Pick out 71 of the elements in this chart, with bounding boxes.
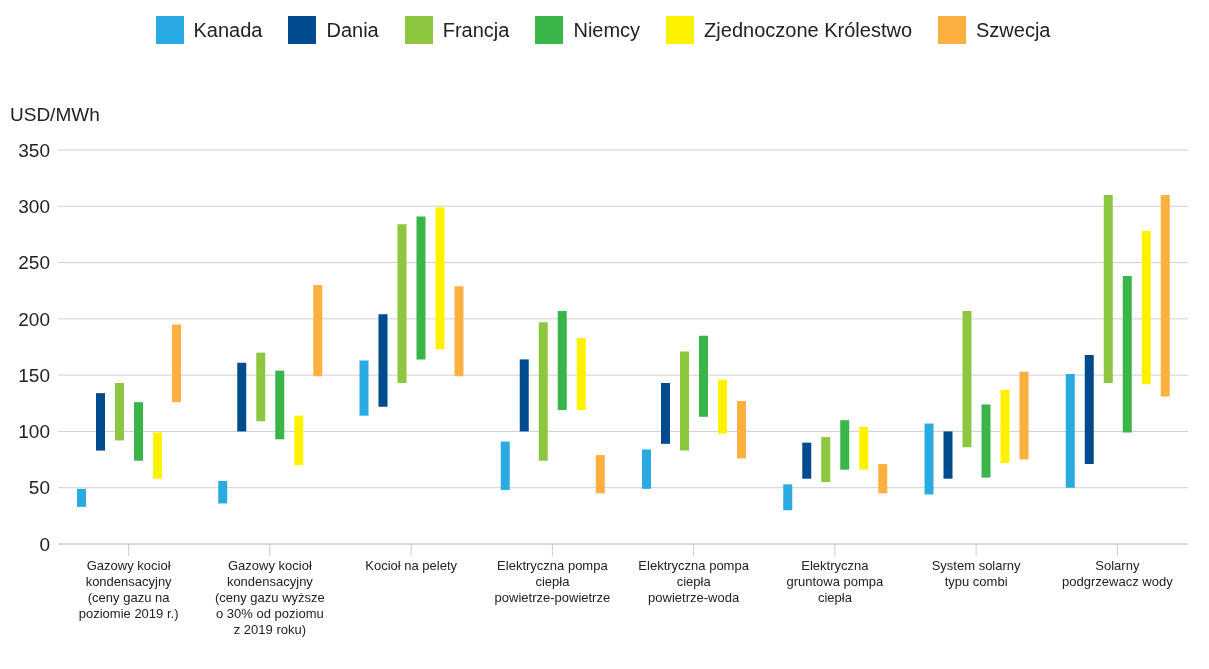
y-tick-label: 350 [18, 139, 50, 161]
bar [802, 442, 812, 479]
bar [519, 359, 529, 432]
x-tick-label: Gazowy kocioł kondensacyjny (ceny gazu wyższe o 30% od poziomu z 2019 roku) [214, 558, 325, 637]
bar [576, 337, 586, 411]
bar [595, 455, 605, 494]
bar [718, 379, 727, 434]
bar [294, 415, 304, 466]
bar [981, 404, 991, 478]
bar [275, 370, 285, 440]
bar [943, 431, 953, 479]
bar [642, 449, 651, 489]
bar [237, 362, 247, 432]
bar [680, 351, 689, 451]
bar [1103, 195, 1113, 384]
bar [435, 207, 445, 350]
bar [172, 324, 181, 403]
bar [878, 464, 888, 494]
bar [1000, 389, 1010, 463]
bar [840, 420, 850, 470]
bar [821, 437, 831, 483]
legend-label: Szwecja [976, 18, 1051, 42]
legend-label: Francja [442, 18, 510, 42]
x-tick-label: Solarny podgrzewacz wody [1062, 558, 1174, 589]
bar [1122, 276, 1132, 433]
bar [115, 383, 124, 441]
x-tick-label: Elektryczna pompa ciepła powietrze-woda [638, 558, 750, 605]
y-axis-title: USD/MWh [10, 104, 100, 126]
y-tick-label: 250 [18, 252, 50, 274]
y-tick-label: 150 [18, 364, 50, 386]
bar [218, 480, 228, 504]
bar [1141, 231, 1151, 385]
bar [397, 224, 407, 384]
legend-label: Dania [326, 18, 379, 42]
legend-label: Kanada [193, 18, 263, 42]
bar [500, 441, 510, 490]
bar [1019, 371, 1029, 460]
y-tick-label: 0 [39, 533, 50, 555]
bar [1065, 374, 1075, 488]
bar [378, 314, 388, 407]
bar [737, 401, 746, 459]
bar [153, 432, 162, 479]
x-tick-label: Elektryczna gruntowa pompa ciepła [786, 558, 885, 605]
bar [783, 484, 793, 511]
bar [538, 322, 548, 461]
x-tick-label: System solarny typu combi [931, 558, 1022, 589]
x-tick-label: Gazowy kocioł kondensacyjny (ceny gazu na poziomie 2019 r.) [78, 558, 179, 621]
legend-label: Niemcy [573, 18, 641, 42]
bar [359, 360, 369, 416]
x-tick-label: Elektryczna pompa ciepła powietrze-powietrze [494, 558, 611, 605]
bar [1160, 195, 1170, 397]
bar [859, 426, 869, 470]
bar [77, 488, 86, 507]
bar [962, 310, 972, 448]
bar [924, 423, 934, 495]
bar [134, 402, 143, 461]
y-tick-label: 200 [18, 308, 50, 330]
bar [557, 310, 567, 411]
bar [699, 335, 708, 417]
bar [256, 352, 266, 422]
y-tick-label: 300 [18, 196, 50, 218]
bar [96, 393, 105, 451]
bar [416, 216, 426, 360]
bar [661, 383, 670, 444]
legend-label: Zjednoczone Królestwo [704, 18, 912, 42]
y-tick-label: 100 [18, 421, 50, 443]
x-tick-label: Kocioł na pelety [365, 558, 458, 573]
bar [1084, 354, 1094, 465]
bar [313, 285, 323, 377]
y-tick-label: 50 [28, 477, 50, 499]
bar [454, 286, 464, 377]
